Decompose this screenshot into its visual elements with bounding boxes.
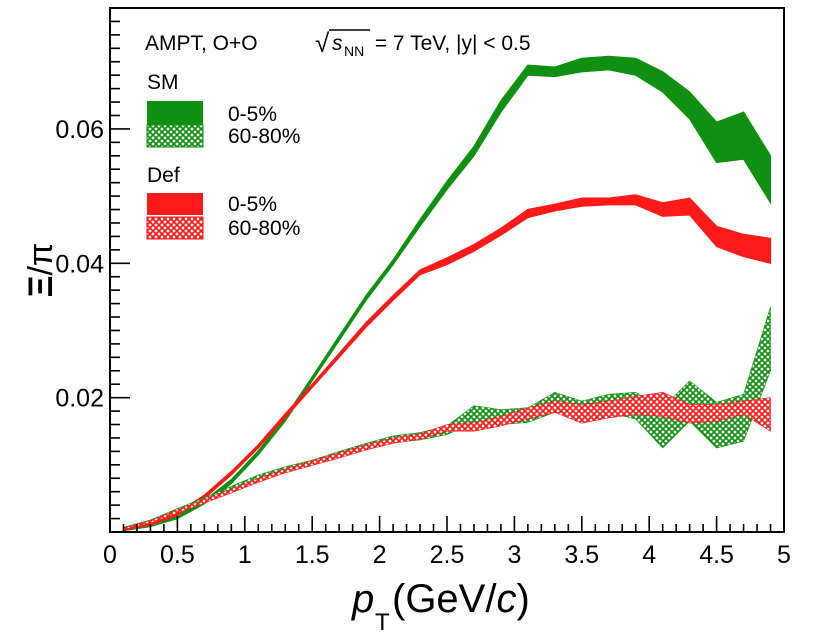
data-bands — [122, 55, 772, 532]
x-label-p: p — [351, 577, 374, 621]
x-tick-label: 0 — [103, 541, 117, 569]
x-tick-labels: 0 0.5 1 1.5 2 2.5 3 3.5 4 4.5 5 — [103, 541, 791, 569]
x-tick-label: 5 — [777, 541, 791, 569]
svg-text:Ξ/π: Ξ/π — [22, 243, 60, 298]
legend-group-title-sm: SM — [147, 71, 179, 94]
legend-swatch-sm-peripheral — [146, 124, 204, 148]
x-tick-label: 1.5 — [295, 541, 330, 569]
legend-swatch-def-peripheral — [146, 216, 204, 240]
legend-group-title-def: Def — [147, 164, 180, 187]
svg-text:AMPT, O+O: AMPT, O+O — [145, 32, 258, 55]
y-axis-label: Ξ/π — [22, 243, 60, 298]
annotation-suffix: = 7 TeV, |y| < 0.5 — [369, 32, 531, 55]
x-tick-label: 4.5 — [699, 541, 734, 569]
x-label-subscript: T — [375, 609, 390, 636]
band-def_peripheral — [123, 391, 771, 530]
x-axis-ticks — [109, 516, 785, 532]
y-tick-label: 0.06 — [55, 116, 104, 144]
x-tick-label: 2 — [373, 541, 387, 569]
x-tick-label: 4 — [642, 541, 656, 569]
x-tick-label: 2.5 — [430, 541, 465, 569]
annotation: AMPT, O+O √ s NN = 7 TeV, |y| < 0.5 — [145, 28, 531, 59]
x-tick-label: 3 — [507, 541, 521, 569]
x-tick-label: 3.5 — [564, 541, 599, 569]
legend-label-def-central: 0-5% — [228, 193, 277, 216]
annotation-prefix: AMPT, O+O — [145, 32, 258, 55]
legend-label-def-peripheral: 60-80% — [228, 217, 300, 240]
band-sm_central — [122, 55, 772, 532]
x-tick-label: 1 — [238, 541, 252, 569]
y-label-numerator: Ξ — [22, 276, 60, 298]
y-tick-labels: 0.02 0.04 0.06 — [55, 116, 104, 413]
x-label-unit-open: (GeV/ — [392, 577, 497, 621]
y-axis-ticks — [110, 20, 130, 520]
legend-swatch-def-central — [147, 193, 203, 215]
band-def_central — [122, 194, 772, 531]
y-tick-label: 0.04 — [55, 250, 104, 278]
svg-text:(GeV/c): (GeV/c) — [392, 577, 530, 621]
annotation-s: s — [332, 32, 343, 55]
legend: SM 0-5% 60-80% Def 0-5% 60-80% — [146, 71, 300, 240]
x-label-unit-close: ) — [516, 577, 529, 621]
legend-label-sm-peripheral: 60-80% — [228, 125, 300, 148]
legend-label-sm-central: 0-5% — [228, 103, 277, 126]
legend-swatch-sm-central — [147, 101, 203, 125]
x-axis-label: p T (GeV/c) — [351, 577, 530, 636]
x-tick-label: 0.5 — [160, 541, 195, 569]
y-tick-label: 0.02 — [55, 385, 104, 413]
annotation-s-subscript: NN — [344, 43, 364, 59]
y-label-denominator: π — [22, 243, 60, 266]
sqrt-symbol: √ — [315, 28, 330, 58]
x-label-unit-c: c — [496, 577, 516, 621]
y-label-slash: / — [22, 266, 60, 276]
